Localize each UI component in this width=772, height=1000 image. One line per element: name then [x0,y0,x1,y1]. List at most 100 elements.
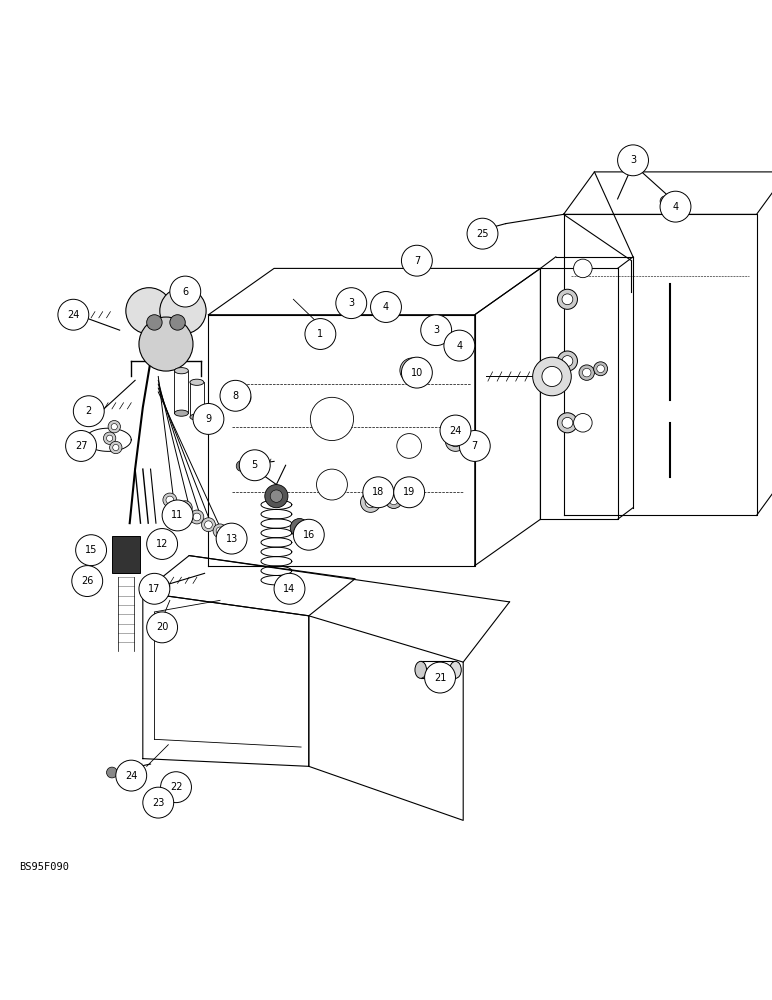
Circle shape [270,490,283,502]
Circle shape [317,469,347,500]
Circle shape [557,351,577,371]
Circle shape [108,420,120,433]
Circle shape [406,364,418,376]
Circle shape [107,435,113,441]
Text: 7: 7 [472,441,478,451]
Circle shape [574,259,592,278]
Text: 19: 19 [403,487,415,497]
Circle shape [389,495,398,505]
Circle shape [485,224,496,235]
Circle shape [557,413,577,433]
Text: 4: 4 [383,302,389,312]
Circle shape [336,288,367,319]
Circle shape [363,477,394,508]
Circle shape [126,288,172,334]
Circle shape [433,332,441,340]
Bar [112,536,140,573]
Circle shape [58,299,89,330]
Circle shape [161,772,191,803]
Text: 5: 5 [252,460,258,470]
Text: 25: 25 [476,229,489,239]
Text: 6: 6 [182,287,188,297]
Circle shape [445,431,466,451]
Ellipse shape [174,410,188,416]
Text: 10: 10 [411,368,423,378]
Circle shape [394,477,425,508]
Text: 24: 24 [67,310,80,320]
Circle shape [116,760,147,791]
Circle shape [66,431,96,461]
Circle shape [76,535,107,566]
Circle shape [228,386,243,401]
Text: 24: 24 [449,426,462,436]
Circle shape [444,330,475,361]
Circle shape [425,662,455,693]
Circle shape [139,573,170,604]
Circle shape [107,767,117,778]
Circle shape [70,309,81,319]
Text: 24: 24 [125,771,137,781]
Circle shape [170,315,185,330]
Circle shape [139,317,193,371]
Circle shape [381,296,391,305]
Circle shape [216,527,224,535]
Ellipse shape [190,414,204,420]
Circle shape [660,191,691,222]
Circle shape [178,501,192,515]
Text: 4: 4 [456,341,462,351]
Circle shape [193,403,224,434]
Text: 23: 23 [152,798,164,808]
Circle shape [205,521,212,529]
Circle shape [147,315,162,330]
Circle shape [407,249,422,265]
Circle shape [361,492,381,512]
Text: 20: 20 [156,622,168,632]
Circle shape [557,289,577,309]
Circle shape [147,612,178,643]
Circle shape [111,424,117,430]
Circle shape [467,218,498,249]
Circle shape [143,787,174,818]
Circle shape [236,461,247,471]
Circle shape [459,431,490,461]
Circle shape [147,529,178,559]
Circle shape [574,414,592,432]
Circle shape [181,504,189,512]
Circle shape [533,357,571,396]
Circle shape [542,366,562,387]
Circle shape [224,533,232,541]
Circle shape [170,276,201,307]
Circle shape [427,322,435,329]
Circle shape [635,155,646,166]
Circle shape [201,412,212,423]
Text: 18: 18 [372,487,384,497]
Circle shape [169,779,178,789]
Text: 8: 8 [232,391,239,401]
Circle shape [162,500,193,531]
Text: 14: 14 [283,584,296,594]
Circle shape [429,329,445,344]
Text: 1: 1 [317,329,323,339]
Circle shape [562,294,573,305]
Circle shape [400,358,425,383]
Text: 21: 21 [434,673,446,683]
Circle shape [401,357,432,388]
Circle shape [190,510,204,524]
Circle shape [201,518,215,532]
Circle shape [401,245,432,276]
Circle shape [371,292,401,322]
Text: 26: 26 [81,576,93,586]
Circle shape [452,337,459,345]
Circle shape [235,390,251,406]
Circle shape [597,365,604,373]
Text: 17: 17 [148,584,161,594]
Text: 16: 16 [303,530,315,540]
Text: 7: 7 [414,256,420,266]
Circle shape [618,145,648,176]
Circle shape [397,434,422,458]
Circle shape [239,394,247,402]
Text: 3: 3 [348,298,354,308]
Circle shape [92,410,103,420]
Circle shape [157,795,167,804]
Circle shape [103,432,116,444]
